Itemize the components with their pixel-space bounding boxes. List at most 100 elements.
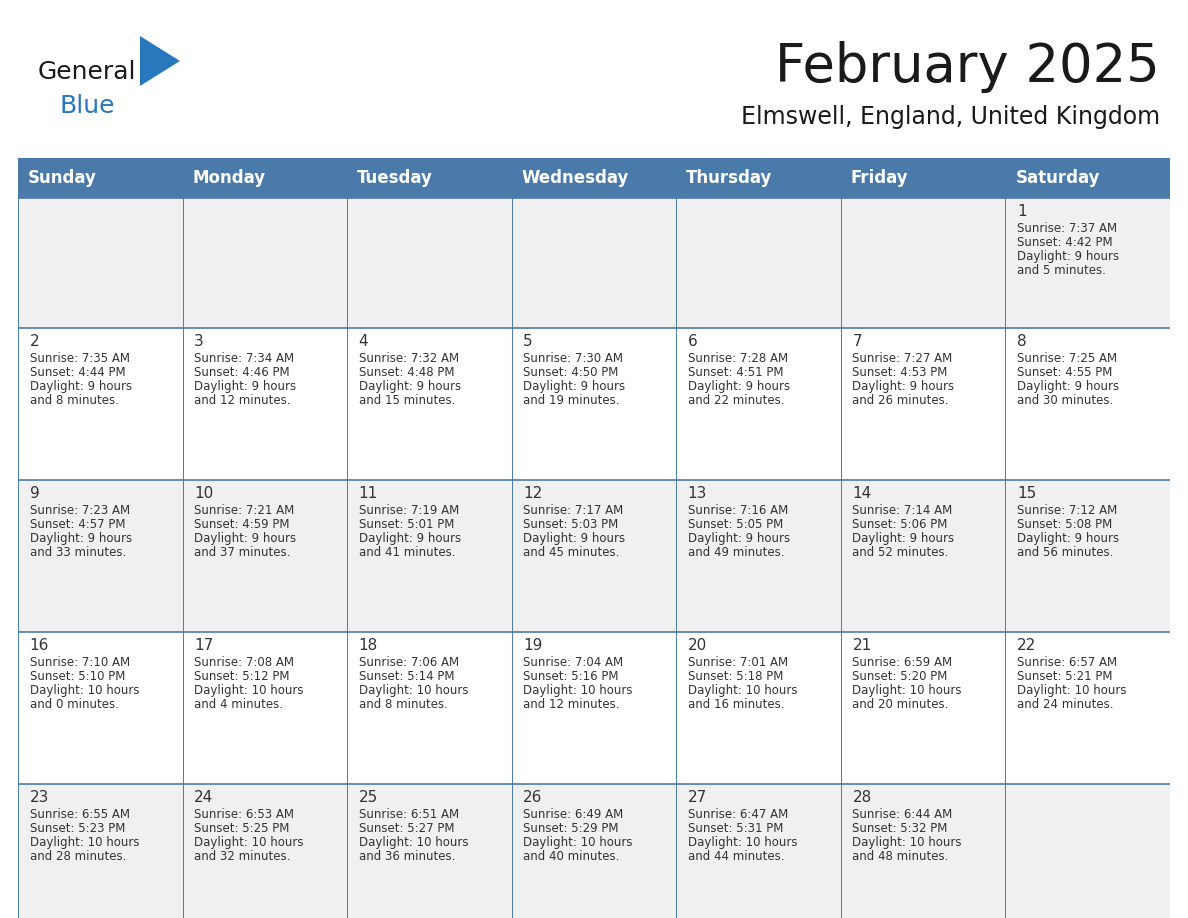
- Text: and 24 minutes.: and 24 minutes.: [1017, 698, 1113, 711]
- Text: Sunrise: 6:59 AM: Sunrise: 6:59 AM: [852, 656, 953, 669]
- Text: 10: 10: [194, 486, 214, 501]
- Text: and 8 minutes.: and 8 minutes.: [359, 698, 448, 711]
- Bar: [347, 632, 512, 784]
- Bar: [183, 784, 347, 918]
- Text: Sunset: 4:46 PM: Sunset: 4:46 PM: [194, 366, 290, 379]
- Text: and 52 minutes.: and 52 minutes.: [852, 546, 949, 559]
- Bar: [512, 632, 676, 784]
- Text: Sunrise: 7:32 AM: Sunrise: 7:32 AM: [359, 352, 459, 365]
- Bar: [676, 480, 841, 632]
- Text: and 16 minutes.: and 16 minutes.: [688, 698, 784, 711]
- Text: and 26 minutes.: and 26 minutes.: [852, 394, 949, 407]
- Text: 20: 20: [688, 638, 707, 653]
- Polygon shape: [140, 36, 181, 86]
- Text: Daylight: 9 hours: Daylight: 9 hours: [688, 532, 790, 545]
- Text: Elmswell, England, United Kingdom: Elmswell, England, United Kingdom: [741, 105, 1159, 129]
- Bar: [183, 480, 347, 632]
- Text: Sunset: 5:29 PM: Sunset: 5:29 PM: [523, 822, 619, 835]
- Text: Sunset: 4:59 PM: Sunset: 4:59 PM: [194, 518, 290, 531]
- Text: Sunrise: 7:27 AM: Sunrise: 7:27 AM: [852, 352, 953, 365]
- Text: Daylight: 9 hours: Daylight: 9 hours: [688, 380, 790, 393]
- Text: Sunset: 4:48 PM: Sunset: 4:48 PM: [359, 366, 454, 379]
- Bar: [183, 158, 347, 198]
- Text: Monday: Monday: [192, 169, 266, 187]
- Text: Sunrise: 7:04 AM: Sunrise: 7:04 AM: [523, 656, 624, 669]
- Text: Sunset: 5:01 PM: Sunset: 5:01 PM: [359, 518, 454, 531]
- Text: Daylight: 10 hours: Daylight: 10 hours: [688, 836, 797, 849]
- Text: Saturday: Saturday: [1016, 169, 1100, 187]
- Text: Sunset: 5:16 PM: Sunset: 5:16 PM: [523, 670, 619, 683]
- Text: Sunset: 5:23 PM: Sunset: 5:23 PM: [30, 822, 125, 835]
- Bar: [676, 328, 841, 480]
- Text: Sunrise: 6:55 AM: Sunrise: 6:55 AM: [30, 808, 129, 821]
- Text: 8: 8: [1017, 334, 1026, 349]
- Text: Sunset: 5:10 PM: Sunset: 5:10 PM: [30, 670, 125, 683]
- Text: Daylight: 9 hours: Daylight: 9 hours: [852, 380, 954, 393]
- Bar: [841, 632, 1005, 784]
- Text: Sunset: 4:42 PM: Sunset: 4:42 PM: [1017, 236, 1113, 249]
- Text: Sunset: 5:31 PM: Sunset: 5:31 PM: [688, 822, 783, 835]
- Text: 2: 2: [30, 334, 39, 349]
- Text: Sunset: 4:53 PM: Sunset: 4:53 PM: [852, 366, 948, 379]
- Text: Daylight: 9 hours: Daylight: 9 hours: [1017, 250, 1119, 263]
- Text: Wednesday: Wednesday: [522, 169, 628, 187]
- Text: and 40 minutes.: and 40 minutes.: [523, 850, 620, 863]
- Text: Daylight: 10 hours: Daylight: 10 hours: [688, 684, 797, 697]
- Text: Sunset: 5:32 PM: Sunset: 5:32 PM: [852, 822, 948, 835]
- Text: Sunset: 4:51 PM: Sunset: 4:51 PM: [688, 366, 783, 379]
- Text: 18: 18: [359, 638, 378, 653]
- Text: Daylight: 9 hours: Daylight: 9 hours: [1017, 532, 1119, 545]
- Text: 15: 15: [1017, 486, 1036, 501]
- Bar: [183, 328, 347, 480]
- Text: Sunset: 4:44 PM: Sunset: 4:44 PM: [30, 366, 125, 379]
- Text: Daylight: 9 hours: Daylight: 9 hours: [1017, 380, 1119, 393]
- Text: 12: 12: [523, 486, 543, 501]
- Text: Daylight: 9 hours: Daylight: 9 hours: [194, 380, 296, 393]
- Text: 28: 28: [852, 790, 872, 805]
- Text: Sunrise: 7:21 AM: Sunrise: 7:21 AM: [194, 504, 295, 517]
- Bar: [347, 158, 512, 198]
- Text: Sunset: 5:12 PM: Sunset: 5:12 PM: [194, 670, 290, 683]
- Bar: [512, 328, 676, 480]
- Text: 17: 17: [194, 638, 214, 653]
- Bar: [841, 158, 1005, 198]
- Text: Sunrise: 7:37 AM: Sunrise: 7:37 AM: [1017, 222, 1117, 235]
- Text: Daylight: 9 hours: Daylight: 9 hours: [523, 532, 625, 545]
- Text: 16: 16: [30, 638, 49, 653]
- Text: Daylight: 9 hours: Daylight: 9 hours: [194, 532, 296, 545]
- Bar: [183, 632, 347, 784]
- Text: Daylight: 9 hours: Daylight: 9 hours: [523, 380, 625, 393]
- Text: Daylight: 9 hours: Daylight: 9 hours: [359, 532, 461, 545]
- Text: Sunrise: 6:47 AM: Sunrise: 6:47 AM: [688, 808, 788, 821]
- Text: and 32 minutes.: and 32 minutes.: [194, 850, 291, 863]
- Bar: [512, 784, 676, 918]
- Text: Sunset: 5:27 PM: Sunset: 5:27 PM: [359, 822, 454, 835]
- Text: 22: 22: [1017, 638, 1036, 653]
- Bar: [347, 784, 512, 918]
- Text: and 12 minutes.: and 12 minutes.: [523, 698, 620, 711]
- Text: and 8 minutes.: and 8 minutes.: [30, 394, 119, 407]
- Text: 11: 11: [359, 486, 378, 501]
- Text: 5: 5: [523, 334, 533, 349]
- Text: Daylight: 10 hours: Daylight: 10 hours: [523, 684, 633, 697]
- Text: Sunday: Sunday: [27, 169, 96, 187]
- Text: 3: 3: [194, 334, 204, 349]
- Text: 6: 6: [688, 334, 697, 349]
- Text: Sunset: 4:50 PM: Sunset: 4:50 PM: [523, 366, 619, 379]
- Text: 19: 19: [523, 638, 543, 653]
- Bar: [18, 480, 183, 632]
- Text: and 12 minutes.: and 12 minutes.: [194, 394, 291, 407]
- Bar: [676, 784, 841, 918]
- Text: Sunrise: 7:14 AM: Sunrise: 7:14 AM: [852, 504, 953, 517]
- Text: Daylight: 10 hours: Daylight: 10 hours: [852, 684, 962, 697]
- Text: and 30 minutes.: and 30 minutes.: [1017, 394, 1113, 407]
- Text: Sunrise: 6:44 AM: Sunrise: 6:44 AM: [852, 808, 953, 821]
- Bar: [676, 158, 841, 198]
- Bar: [512, 198, 676, 328]
- Text: Sunrise: 7:01 AM: Sunrise: 7:01 AM: [688, 656, 788, 669]
- Text: Sunset: 5:20 PM: Sunset: 5:20 PM: [852, 670, 948, 683]
- Text: Daylight: 10 hours: Daylight: 10 hours: [359, 684, 468, 697]
- Text: and 19 minutes.: and 19 minutes.: [523, 394, 620, 407]
- Text: and 44 minutes.: and 44 minutes.: [688, 850, 784, 863]
- Text: Daylight: 10 hours: Daylight: 10 hours: [194, 836, 304, 849]
